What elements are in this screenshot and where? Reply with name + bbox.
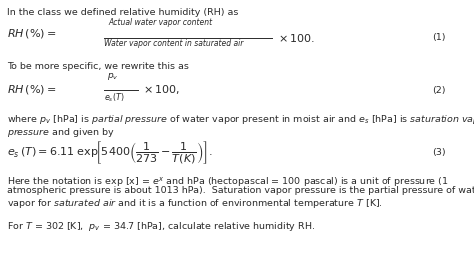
Text: $e_s\,(T) = 6.11\;\mathrm{exp}\!\left[5400\left(\dfrac{1}{273} - \dfrac{1}{T(K)}: $e_s\,(T) = 6.11\;\mathrm{exp}\!\left[54… — [7, 140, 212, 166]
Text: (2): (2) — [432, 85, 446, 94]
Text: Water vapor content in saturated air: Water vapor content in saturated air — [104, 39, 243, 48]
Text: $e_s(T)$: $e_s(T)$ — [104, 91, 125, 103]
Text: vapor for $\mathit{saturated\ air}$ and it is a function of environmental temper: vapor for $\mathit{saturated\ air}$ and … — [7, 197, 383, 210]
Text: In the class we defined relative humidity (RH) as: In the class we defined relative humidit… — [7, 8, 238, 17]
Text: (1): (1) — [432, 34, 446, 43]
Text: $RH\,(\%)=$: $RH\,(\%)=$ — [7, 27, 56, 40]
Text: $\times\,100,$: $\times\,100,$ — [143, 84, 180, 97]
Text: $pressure$ and given by: $pressure$ and given by — [7, 126, 115, 139]
Text: where $p_v$ [hPa] is $partial\ pressure$ of water vapor present in moist air and: where $p_v$ [hPa] is $partial\ pressure$… — [7, 113, 474, 126]
Text: To be more specific, we rewrite this as: To be more specific, we rewrite this as — [7, 62, 189, 71]
Text: atmospheric pressure is about 1013 hPa).  Saturation vapor pressure is the parti: atmospheric pressure is about 1013 hPa).… — [7, 186, 474, 195]
Text: For $T$ = 302 [K],  $p_v$ = 34.7 [hPa], calculate relative humidity RH.: For $T$ = 302 [K], $p_v$ = 34.7 [hPa], c… — [7, 220, 315, 233]
Text: $RH\,(\%)=$: $RH\,(\%)=$ — [7, 84, 56, 97]
Text: $\times\,100.$: $\times\,100.$ — [278, 32, 315, 44]
Text: Actual water vapor content: Actual water vapor content — [108, 18, 212, 27]
Text: (3): (3) — [432, 148, 446, 157]
Text: Here the notation is exp [x] = $e^x$ and hPa (hectopascal = 100 pascal) is a uni: Here the notation is exp [x] = $e^x$ and… — [7, 175, 449, 189]
Text: $p_v$: $p_v$ — [107, 71, 118, 82]
